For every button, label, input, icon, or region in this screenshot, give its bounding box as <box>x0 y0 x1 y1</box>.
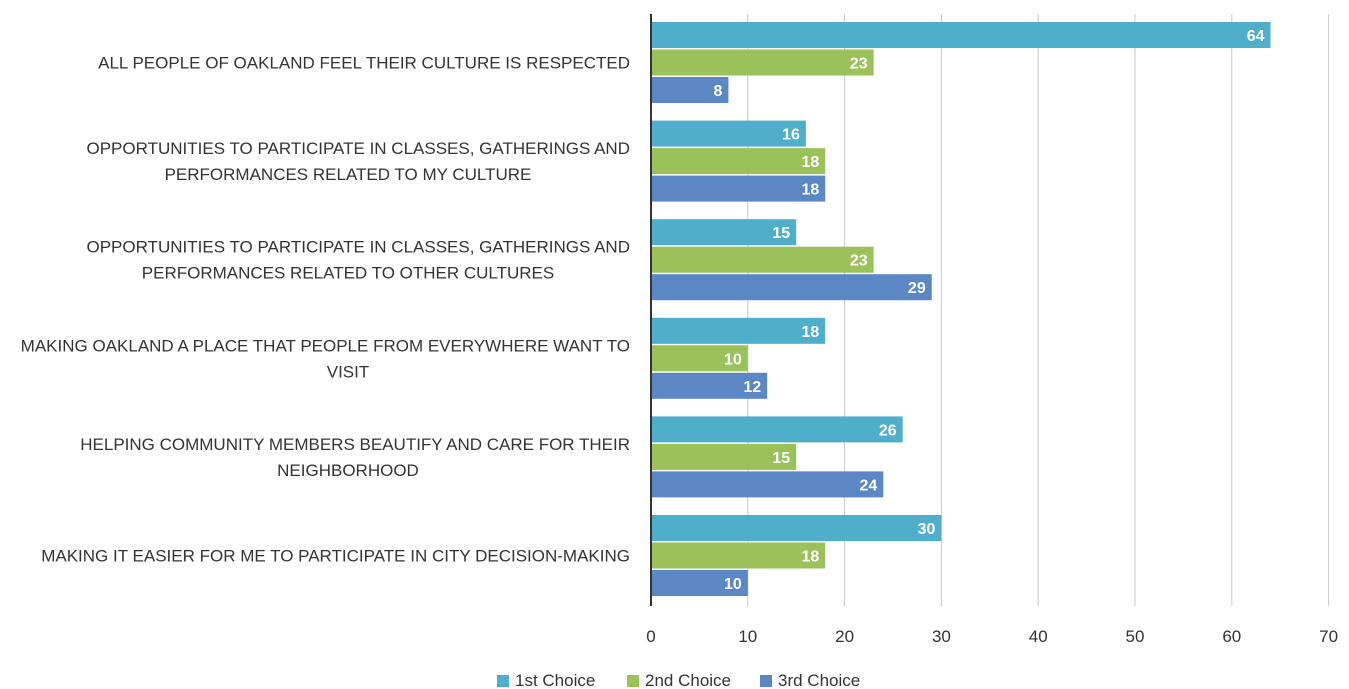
x-tick-label: 20 <box>835 627 854 646</box>
bar <box>651 443 797 470</box>
legend-swatch <box>627 675 639 687</box>
bar <box>651 542 826 569</box>
bar <box>651 274 932 301</box>
category-label-line: OPPORTUNITIES TO PARTICIPATE IN CLASSES,… <box>87 238 631 257</box>
x-axis-ticks: 0 10 20 30 40 50 60 70 <box>646 627 1338 646</box>
data-label: 64 <box>1247 28 1265 45</box>
category-label: MAKING OAKLAND A PLACE THAT PEOPLE FROM … <box>21 336 630 381</box>
category-label-line: VISIT <box>327 362 370 381</box>
x-tick-label: 30 <box>932 627 951 646</box>
data-label: 29 <box>908 280 926 297</box>
category-label: OPPORTUNITIES TO PARTICIPATE IN CLASSES,… <box>87 139 631 184</box>
category-label-line: ALL PEOPLE OF OAKLAND FEEL THEIR CULTURE… <box>98 54 630 73</box>
data-label: 8 <box>714 83 723 100</box>
gridlines <box>747 14 1330 606</box>
data-label: 15 <box>772 225 790 242</box>
data-label: 10 <box>724 576 742 593</box>
category-label-line: HELPING COMMUNITY MEMBERS BEAUTIFY AND C… <box>80 435 630 454</box>
bar <box>651 471 884 498</box>
x-tick-label: 10 <box>738 627 757 646</box>
data-label: 18 <box>801 549 819 566</box>
data-label: 18 <box>801 182 819 199</box>
data-label: 23 <box>850 56 868 73</box>
bar <box>651 515 942 541</box>
bar <box>651 317 826 344</box>
bar <box>651 22 1271 48</box>
bar <box>651 372 768 399</box>
bar <box>651 175 826 202</box>
data-label: 18 <box>801 324 819 341</box>
category-label: ALL PEOPLE OF OAKLAND FEEL THEIR CULTURE… <box>98 54 630 73</box>
data-label: 15 <box>772 450 790 467</box>
x-tick-label: 40 <box>1029 627 1048 646</box>
x-tick-label: 50 <box>1126 627 1145 646</box>
category-label-line: PERFORMANCES RELATED TO OTHER CULTURES <box>142 264 554 283</box>
legend-label: 2nd Choice <box>645 671 731 689</box>
category-label-line: NEIGHBORHOOD <box>277 461 419 480</box>
category-label-line: MAKING IT EASIER FOR ME TO PARTICIPATE I… <box>41 547 630 566</box>
legend-swatch <box>760 675 772 687</box>
bar <box>651 49 874 76</box>
category-label-line: MAKING OAKLAND A PLACE THAT PEOPLE FROM … <box>21 336 630 355</box>
category-label-line: PERFORMANCES RELATED TO MY CULTURE <box>165 165 532 184</box>
legend: 1st Choice 2nd Choice 3rd Choice <box>497 671 860 689</box>
legend-label: 3rd Choice <box>778 671 860 689</box>
data-label: 26 <box>879 422 897 439</box>
category-label-line: OPPORTUNITIES TO PARTICIPATE IN CLASSES,… <box>87 139 631 158</box>
bar <box>651 219 797 246</box>
category-label: MAKING IT EASIER FOR ME TO PARTICIPATE I… <box>41 547 630 566</box>
data-label: 30 <box>918 521 936 538</box>
data-label: 16 <box>782 127 800 144</box>
data-label: 10 <box>724 351 742 368</box>
bar <box>651 77 729 103</box>
bar <box>651 416 903 443</box>
category-label: OPPORTUNITIES TO PARTICIPATE IN CLASSES,… <box>87 238 631 283</box>
x-tick-label: 0 <box>646 627 655 646</box>
data-label: 12 <box>743 379 761 396</box>
x-tick-label: 60 <box>1222 627 1241 646</box>
bar <box>651 345 748 372</box>
legend-swatch <box>497 675 509 687</box>
data-label: 24 <box>860 477 878 494</box>
category-label: HELPING COMMUNITY MEMBERS BEAUTIFY AND C… <box>80 435 630 480</box>
x-tick-label: 70 <box>1319 627 1338 646</box>
data-label: 23 <box>850 253 868 270</box>
bar <box>651 246 874 273</box>
bar <box>651 120 806 147</box>
bar <box>651 148 826 175</box>
bar <box>651 570 748 596</box>
legend-label: 1st Choice <box>515 671 595 689</box>
data-label: 18 <box>801 154 819 171</box>
